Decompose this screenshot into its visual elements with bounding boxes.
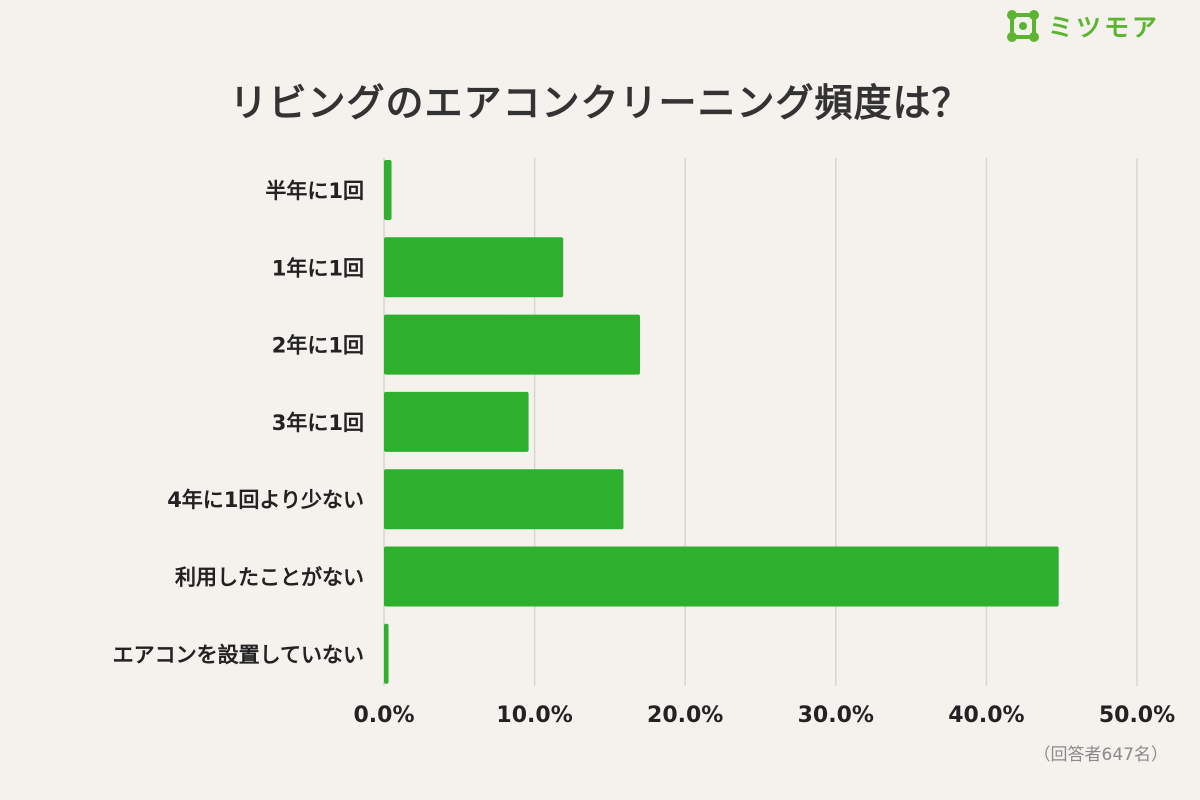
bar [384, 623, 389, 684]
bar [384, 469, 624, 530]
brand-logo: ミツモア [1006, 8, 1160, 44]
category-label: 3年に1回 [272, 411, 364, 435]
chart-title: リビングのエアコンクリーニング頻度は？ [229, 81, 971, 125]
x-axis-ticks: 0.0% 10.0% 20.0% 30.0% 40.0% 50.0% [353, 703, 1175, 728]
category-labels: 半年に1回 1年に1回 2年に1回 3年に1回 4年に1回より少ない利用したことがないエ… [113, 179, 364, 667]
category-label: エアコンを設置していない [113, 643, 364, 667]
x-tick-label: 20.0% [647, 703, 723, 728]
x-tick-label: 30.0% [798, 703, 874, 728]
x-tick-label: 50.0% [1099, 703, 1175, 728]
mitsumore-logo-icon [1007, 10, 1039, 42]
category-label: 1年に1回 [272, 256, 364, 280]
bar [384, 160, 392, 220]
category-label: 利用したことがない [175, 566, 364, 590]
x-tick-label: 0.0% [353, 703, 414, 728]
x-tick-label: 10.0% [496, 703, 572, 728]
bar [384, 546, 1059, 607]
bar [384, 391, 529, 452]
category-label: 2年に1回 [272, 334, 364, 358]
x-tick-label: 40.0% [948, 703, 1024, 728]
bars [384, 160, 1059, 684]
bar [384, 314, 641, 375]
logo-text: ミツモア [1048, 13, 1161, 42]
category-label: 4年に1回より少ない [167, 488, 364, 512]
category-label: 半年に1回 [265, 179, 364, 203]
bar [384, 237, 564, 298]
respondent-count-note: （回答者647名） [1033, 745, 1168, 765]
